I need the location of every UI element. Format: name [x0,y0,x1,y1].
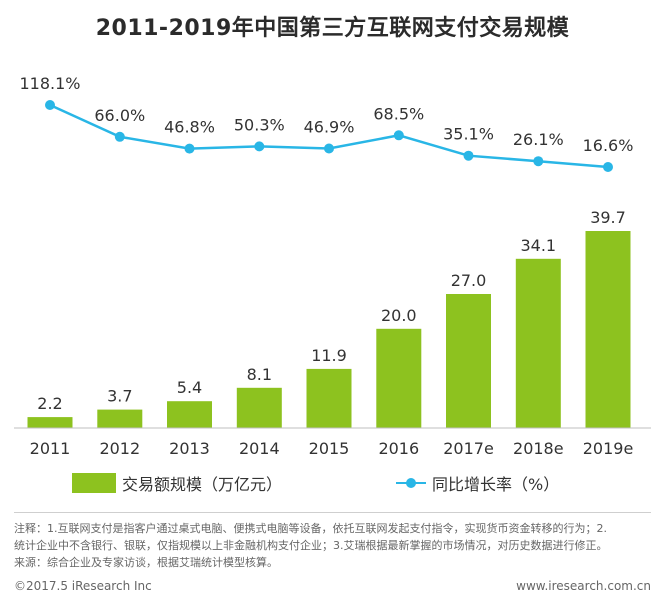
note-source: 来源：综合企业及专家访谈，根据艾瑞统计模型核算。 [14,556,278,569]
bar-value-label: 8.1 [247,365,272,384]
bar-value-label: 27.0 [451,271,487,290]
bar [306,368,352,428]
bar-value-label: 39.7 [590,208,626,227]
growth-point [463,150,474,161]
copyright: ©2017.5 iResearch Inc [14,579,152,593]
growth-value-label: 46.9% [304,118,355,137]
bar-value-label: 34.1 [520,236,556,255]
bar-labels-layer: 2.2 3.7 5.4 8.1 11.9 20.0 27.0 34.1 39.7 [37,208,626,413]
bar [236,387,282,428]
legend-bar-swatch [72,473,116,493]
note-line-2: 统计企业中不含银行、银联，仅指规模以上非金融机构支付企业；3.艾瑞根据最新掌握的… [14,539,608,552]
bars-layer [27,231,631,428]
growth-value-label: 35.1% [443,125,494,144]
legend-label-volume: 交易额规模（万亿元） [122,475,283,494]
x-tick-label: 2014 [239,439,280,458]
legend-line-swatch [396,473,426,493]
growth-line-layer [45,100,613,172]
growth-point [393,130,404,141]
bar-value-label: 11.9 [311,346,347,365]
growth-value-label: 118.1% [19,74,80,93]
bar-value-label: 20.0 [381,306,417,325]
bar [167,401,212,428]
bar-value-label: 5.4 [177,378,202,397]
x-tick-label: 2019e [583,439,634,458]
growth-value-label: 68.5% [373,104,424,123]
bar [585,231,631,428]
growth-point [324,143,334,154]
growth-point [184,143,195,154]
x-tick-label: 2013 [169,439,210,458]
growth-point [114,131,125,142]
bar [376,328,422,428]
growth-point [533,156,544,167]
legend-item-growth: 同比增长率（%） [396,470,559,496]
bar-value-label: 3.7 [107,387,132,406]
x-tick-label: 2015 [309,439,350,458]
growth-value-label: 26.1% [513,130,564,149]
x-tick-label: 2018e [513,439,564,458]
x-tick-label: 2011 [30,439,71,458]
x-tick-labels: 2011 2012 2013 2014 2015 2016 2017e 2018e 2019e [30,439,634,458]
notes: 注释：1.互联网支付是指客户通过桌式电脑、便携式电脑等设备，依托互联网发起支付指… [14,520,654,571]
bar [27,417,73,428]
divider [14,512,651,513]
bar [446,294,491,428]
legend-label-growth: 同比增长率（%） [432,475,560,494]
growth-labels-layer: 118.1% 66.0% 46.8% 50.3% 46.9% 68.5% 35.1% 26.1… [19,74,633,155]
x-tick-label: 2012 [99,439,140,458]
bar [515,258,561,428]
x-tick-label: 2017e [443,439,494,458]
bar [97,409,143,428]
legend-item-volume: 交易额规模（万亿元） [72,470,282,496]
growth-point [254,141,265,152]
growth-point [45,100,55,110]
growth-value-label: 66.0% [94,106,145,125]
bar-value-label: 2.2 [37,394,62,413]
chart-title: 2011-2019年中国第三方互联网支付交易规模 [95,16,570,41]
website-link[interactable]: www.iresearch.com.cn [516,579,651,593]
x-tick-label: 2016 [378,439,419,458]
growth-value-label: 46.8% [164,118,215,137]
note-line-1: 注释：1.互联网支付是指客户通过桌式电脑、便携式电脑等设备，依托互联网发起支付指… [14,522,607,535]
growth-value-label: 50.3% [234,115,285,134]
growth-point [603,162,613,172]
growth-value-label: 16.6% [583,136,634,155]
